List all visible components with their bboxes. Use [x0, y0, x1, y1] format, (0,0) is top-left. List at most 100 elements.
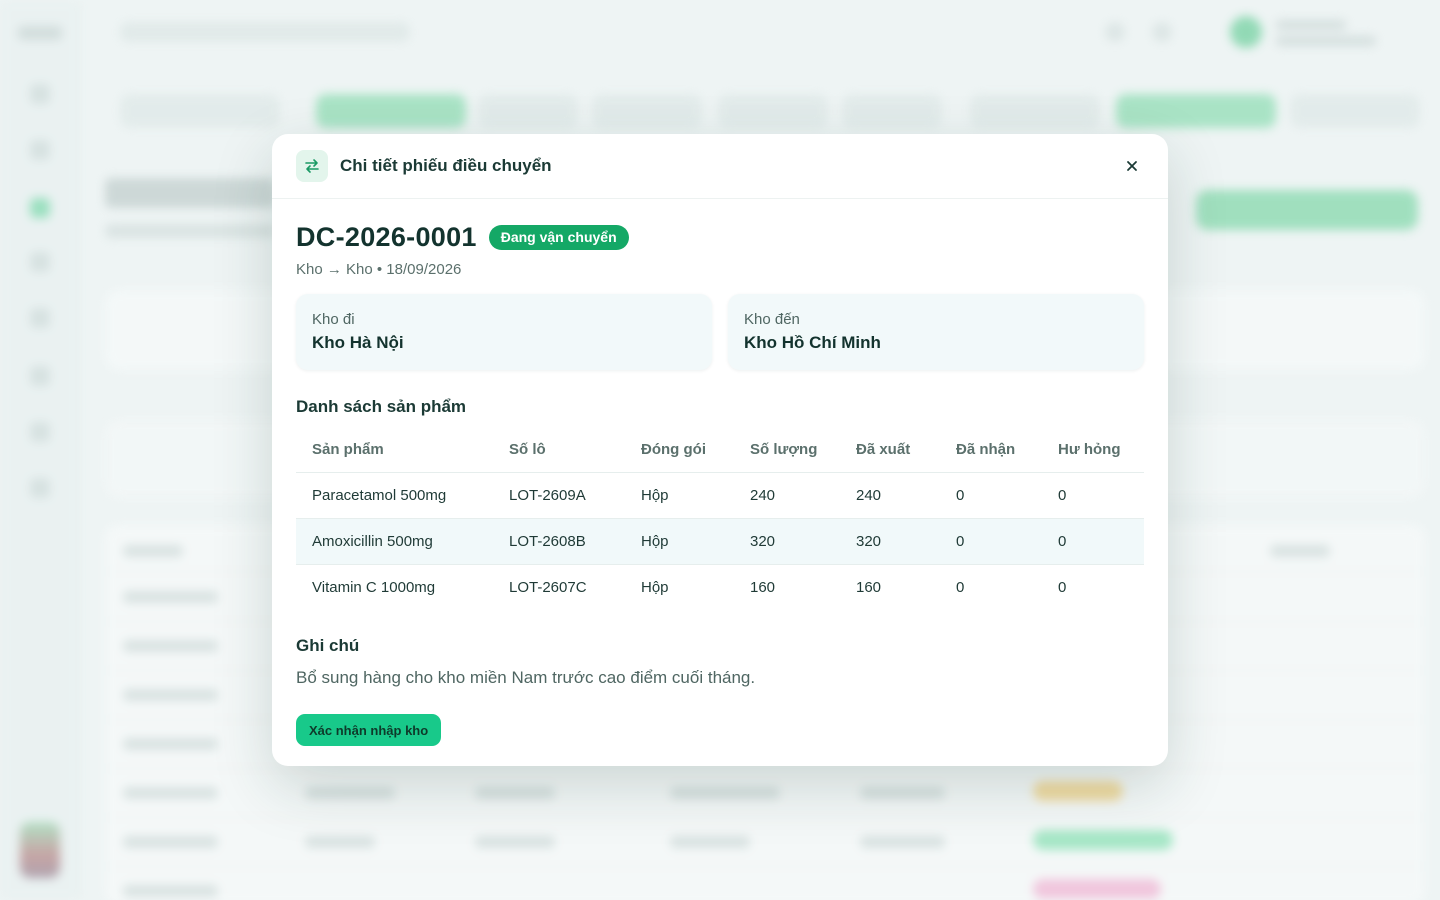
tab	[120, 94, 280, 128]
table-cell	[305, 836, 375, 848]
damaged-quantity: 0	[1058, 578, 1067, 596]
source-warehouse-card: Kho đi Kho Hà Nội	[296, 294, 712, 370]
table-header-row: Sản phẩm Số lô Đóng gói Số lượng Đã xuất…	[296, 427, 1144, 473]
user-avatar	[1230, 16, 1262, 48]
lot-number: LOT-2609A	[493, 472, 625, 519]
product-name: Paracetamol 500mg	[296, 472, 493, 519]
create-button	[1196, 190, 1418, 230]
status-pill	[1033, 879, 1161, 899]
table-cell	[475, 836, 555, 848]
nav-icon	[30, 84, 50, 104]
column-header: Đã xuất	[840, 427, 940, 473]
table-cell	[123, 885, 218, 897]
table-cell	[123, 640, 218, 652]
damaged-quantity: 0	[1042, 472, 1144, 519]
exported-quantity: 160	[856, 578, 882, 596]
column-header: Sản phẩm	[296, 427, 493, 473]
document-heading: DC-2026-0001 Đang vận chuyển	[296, 221, 629, 253]
column-header: Số lượng	[734, 427, 840, 473]
close-icon[interactable]	[1120, 154, 1144, 178]
module-tabs	[110, 88, 1430, 134]
column-header: Hư hỏng	[1042, 427, 1144, 473]
nav-icon	[30, 308, 50, 328]
quantity: 240	[734, 472, 840, 519]
status-badge: Đang vận chuyển	[488, 224, 629, 250]
packaging: Hộp	[641, 578, 669, 596]
nav-icon	[30, 366, 50, 386]
table-row: Vitamin C 1000mg LOT-2607C Hộp 160 160 0…	[296, 564, 1144, 610]
stat-card	[1150, 290, 1425, 370]
table-row: Paracetamol 500mg LOT-2609A Hộp 240 240 …	[296, 472, 1144, 519]
table-divider	[105, 768, 1425, 769]
tab-highlight	[1116, 94, 1276, 128]
destination-warehouse-value: Kho Hồ Chí Minh	[744, 333, 881, 352]
tab	[592, 94, 702, 128]
tab	[718, 94, 828, 128]
nav-icon	[30, 252, 50, 272]
table-cell	[123, 738, 218, 750]
sidebar	[0, 0, 80, 900]
nav-icon-active	[30, 198, 50, 218]
table-cell	[123, 689, 218, 701]
user-name-placeholder	[1276, 20, 1346, 30]
nav-icon	[30, 422, 50, 442]
column-header: Đã nhận	[940, 427, 1042, 473]
nav-icon	[30, 140, 50, 160]
column-header: Số lô	[493, 427, 625, 473]
document-code: DC-2026-0001	[296, 221, 477, 252]
tab-active	[316, 94, 466, 128]
tab	[1290, 94, 1420, 128]
transfer-meta: Kho → Kho • 18/09/2026	[296, 261, 462, 278]
bell-icon	[1105, 22, 1125, 42]
search-input	[120, 22, 410, 42]
sidebar-avatar	[20, 822, 60, 878]
settings-icon	[1152, 22, 1172, 42]
status-pill	[1033, 781, 1123, 801]
swap-arrows-icon	[296, 150, 328, 182]
received-quantity: 0	[940, 518, 1042, 565]
confirm-receipt-button[interactable]: Xác nhận nhập kho	[296, 714, 442, 746]
transfer-detail-modal: Chi tiết phiếu điều chuyển DC-2026-0001 …	[272, 134, 1168, 766]
products-table: Sản phẩm Số lô Đóng gói Số lượng Đã xuất…	[296, 427, 1144, 610]
table-cell	[475, 787, 555, 799]
table-row: Amoxicillin 500mg LOT-2608B Hộp 320 320 …	[296, 518, 1144, 565]
page-subtitle	[105, 224, 275, 238]
received-quantity: 0	[956, 578, 965, 596]
table-divider	[105, 817, 1425, 818]
modal-header: Chi tiết phiếu điều chuyển	[272, 134, 1168, 199]
table-cell	[670, 836, 750, 848]
column-header	[1270, 545, 1330, 557]
modal-title: Chi tiết phiếu điều chuyển	[340, 156, 552, 175]
note-text: Bổ sung hàng cho kho miền Nam trước cao …	[296, 668, 756, 687]
exported-quantity: 240	[840, 472, 940, 519]
table-cell	[860, 787, 945, 799]
exported-quantity: 320	[840, 518, 940, 565]
table-cell	[860, 836, 945, 848]
tab	[970, 94, 1100, 128]
nav-icon	[30, 478, 50, 498]
product-name: Amoxicillin 500mg	[296, 518, 493, 565]
source-warehouse-label: Kho đi	[312, 311, 355, 328]
app-logo	[18, 26, 62, 40]
status-pill	[1033, 830, 1173, 850]
lot-number: LOT-2608B	[493, 518, 625, 565]
tab	[478, 94, 578, 128]
quantity: 160	[750, 578, 776, 596]
source-warehouse-value: Kho Hà Nội	[312, 333, 404, 352]
table-cell	[123, 787, 218, 799]
note-title: Ghi chú	[296, 636, 360, 655]
column-header	[123, 545, 183, 557]
packaging: Hộp	[625, 472, 734, 519]
quantity: 320	[734, 518, 840, 565]
packaging: Hộp	[625, 518, 734, 565]
user-role-placeholder	[1276, 36, 1376, 46]
table-divider	[105, 866, 1425, 867]
page-title	[105, 178, 275, 208]
table-cell	[123, 836, 218, 848]
column-header: Đóng gói	[625, 427, 734, 473]
tab	[842, 94, 942, 128]
table-cell	[305, 787, 395, 799]
destination-warehouse-label: Kho đến	[744, 311, 800, 328]
topbar	[80, 0, 1440, 64]
damaged-quantity: 0	[1042, 518, 1144, 565]
